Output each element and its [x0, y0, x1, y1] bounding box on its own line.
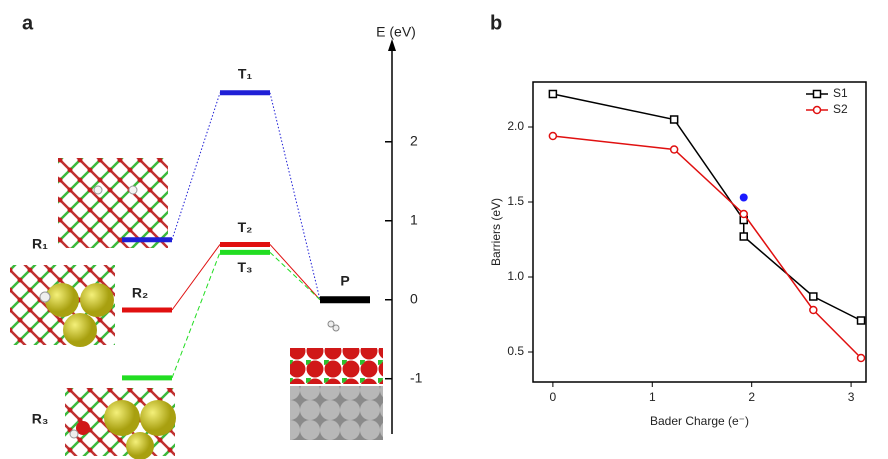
level-label: R₁	[32, 235, 48, 251]
marker	[669, 145, 679, 154]
atom	[63, 313, 97, 347]
level-label: R₃	[32, 411, 49, 427]
connector	[171, 92, 221, 240]
atom	[140, 400, 176, 436]
y-tick-label: 1.5	[507, 194, 524, 208]
structure-images	[10, 158, 383, 459]
y-axis-title: Barriers (eV)	[489, 198, 503, 266]
marker	[856, 353, 866, 363]
legend-label: S2	[833, 102, 848, 116]
atom	[93, 185, 103, 195]
connector	[171, 244, 221, 311]
y-tick-label: 0.5	[507, 344, 524, 358]
atom	[128, 185, 138, 195]
marker	[548, 89, 558, 99]
y-tick-label: 1	[410, 211, 418, 227]
atom	[104, 400, 140, 436]
marker	[809, 292, 818, 301]
y-tick-label: -1	[410, 369, 423, 385]
connector	[269, 244, 321, 301]
y-tick-label: 0	[410, 290, 418, 306]
x-tick-label: 1	[649, 390, 656, 404]
connector	[269, 251, 321, 301]
marker	[739, 193, 748, 202]
atom	[332, 324, 340, 332]
atom	[80, 283, 114, 317]
x-tick-label: 0	[550, 390, 557, 404]
legend-marker	[812, 105, 822, 115]
y-tick-label: 1.0	[507, 269, 524, 283]
legend-label: S1	[833, 86, 848, 100]
x-tick-label: 2	[748, 390, 755, 404]
marker	[809, 305, 818, 315]
x-axis-title: Bader Charge (e⁻)	[650, 414, 749, 428]
marker	[739, 232, 748, 241]
atom	[39, 291, 51, 303]
level-label: T₂	[238, 219, 253, 235]
marker	[669, 115, 679, 124]
series-line	[552, 135, 862, 359]
panel-label: a	[22, 12, 34, 34]
atom	[69, 429, 79, 439]
level-label: T₃	[237, 259, 252, 275]
axis-arrow	[388, 39, 396, 51]
marker	[548, 131, 558, 141]
panel-label: b	[490, 12, 502, 34]
level-label: P	[340, 272, 349, 288]
legend-marker	[812, 89, 822, 99]
y-tick-label: 2.0	[507, 119, 524, 133]
level-label: R₂	[132, 285, 148, 301]
marker	[856, 316, 866, 325]
marker	[739, 209, 748, 219]
slab-top	[290, 348, 383, 384]
y-tick-label: 2	[410, 132, 418, 148]
plot-frame	[532, 81, 867, 383]
level-label: T₁	[238, 66, 253, 82]
connector	[171, 252, 221, 379]
atom	[76, 421, 90, 435]
slab	[290, 386, 383, 440]
atom	[45, 283, 79, 317]
atom	[126, 432, 154, 459]
y-axis-title: E (eV)	[376, 24, 416, 40]
connector	[269, 92, 321, 300]
x-tick-label: 3	[848, 390, 855, 404]
lattice-r1	[58, 158, 168, 248]
series-line	[552, 93, 862, 322]
atom	[327, 320, 335, 328]
